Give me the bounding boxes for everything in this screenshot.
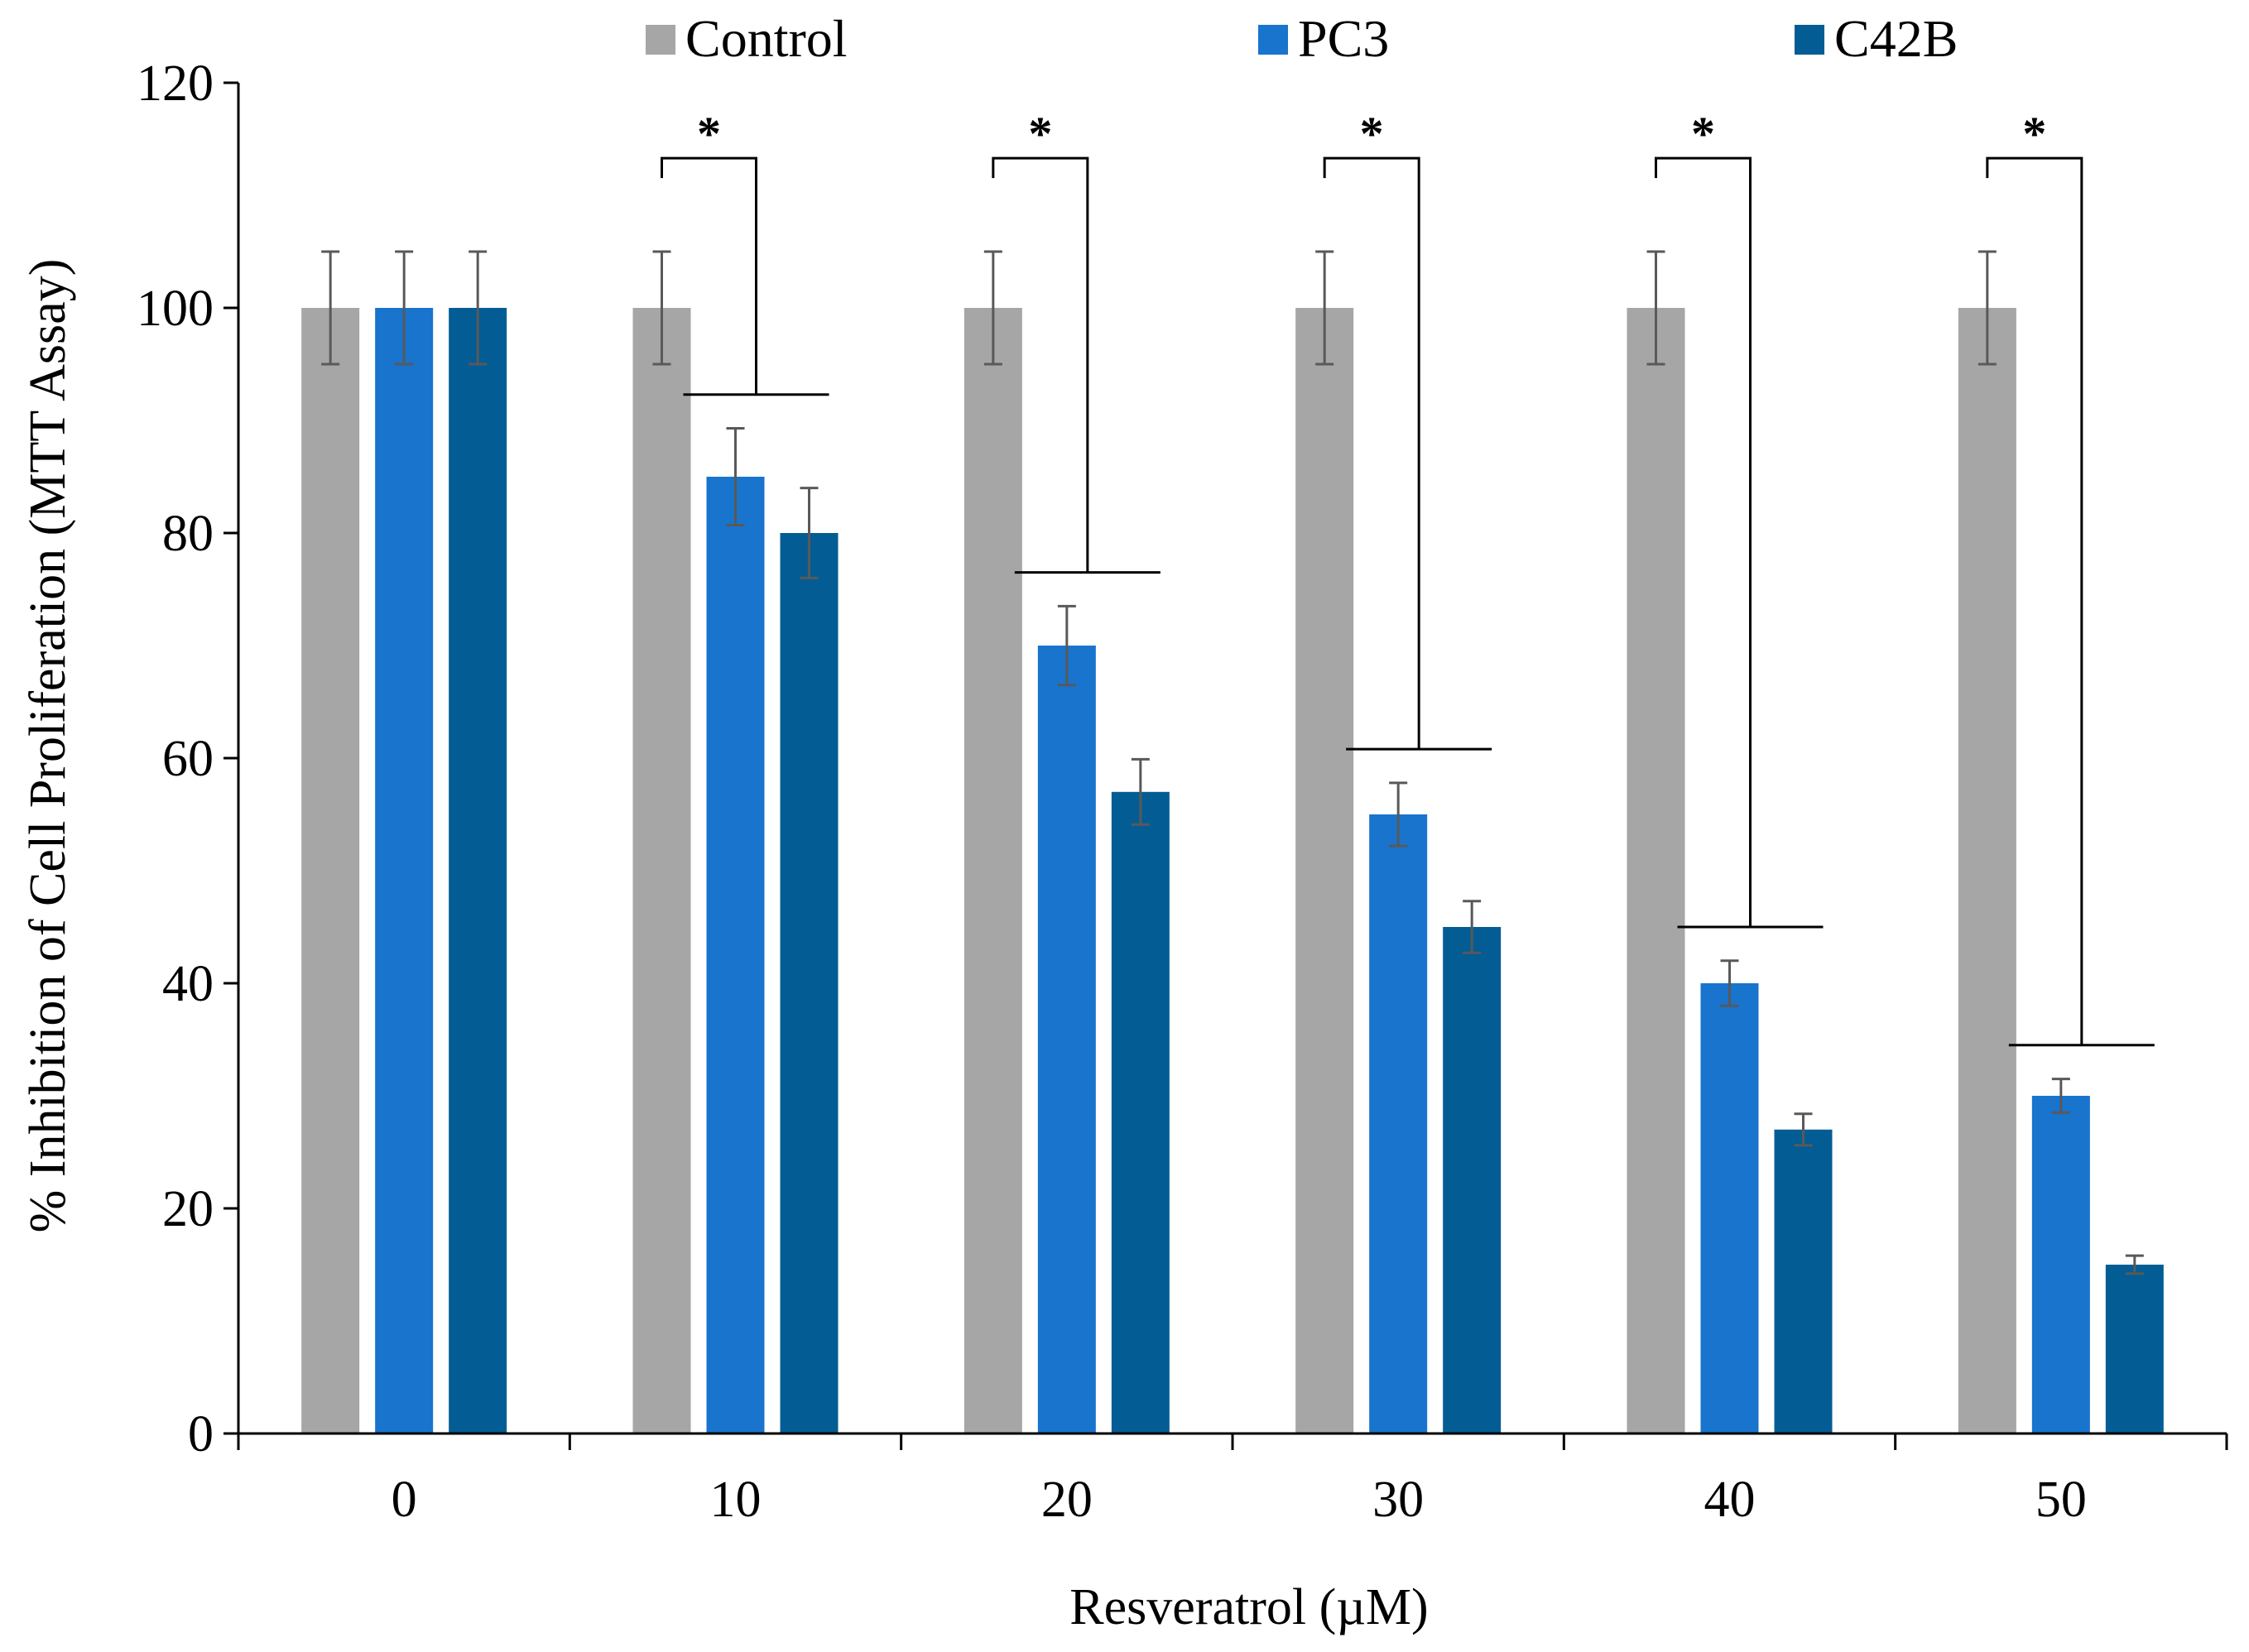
bars-layer [301,308,2164,1433]
y-tick-label-40: 40 [162,956,214,1012]
error-bar-pc3-30 [1389,781,1408,848]
significance-bracket-30: * [1323,107,1492,751]
x-tick-label-50: 50 [2035,1472,2087,1528]
y-tick-label-120: 120 [137,55,214,112]
significance-star-20: * [1028,107,1052,161]
error-bar-pc3-20 [1057,604,1076,687]
error-bar-control-30 [1315,250,1334,366]
bar-control-50 [1958,308,2016,1433]
error-bar-pc3-40 [1720,959,1739,1007]
bar-pc3-30 [1369,814,1428,1433]
legend-label-control: Control [685,9,848,68]
significance-star-10: * [697,107,721,161]
error-bar-control-20 [983,250,1002,366]
legend-swatch-pc3 [1258,25,1288,55]
y-axis-title: % Inhibition of Cell Proliferation (MTT … [20,259,76,1233]
significance-bracket-40: * [1655,107,1824,929]
axes-layer: 0 20 40 60 80 100 120 0 10 20 30 40 50 [137,55,2228,1528]
legend: Control PC3 C42B [646,9,1958,68]
bar-c42b-20 [1111,791,1170,1433]
error-bar-c42b-50 [2125,1254,2144,1275]
x-tick-label-10: 10 [710,1472,762,1528]
bar-control-30 [1295,308,1354,1433]
bar-pc3-20 [1037,646,1096,1433]
significance-star-50: * [2022,107,2046,161]
error-bar-pc3-50 [2051,1078,2070,1114]
error-bar-c42b-40 [1794,1112,1813,1147]
x-tick-label-30: 30 [1372,1472,1424,1528]
bar-pc3-0 [375,308,434,1433]
significance-bracket-10: * [661,107,829,396]
error-bar-c42b-10 [800,487,819,579]
y-tick-label-0: 0 [188,1406,214,1462]
y-tick-label-100: 100 [137,281,214,337]
legend-label-c42b: C42B [1834,9,1958,68]
y-tick-label-80: 80 [162,506,214,562]
bar-c42b-0 [449,308,507,1433]
error-bar-pc3-10 [726,427,745,526]
significance-bracket-20: * [992,107,1161,574]
bar-control-10 [632,308,691,1433]
error-bar-control-50 [1977,250,1997,366]
x-tick-label-40: 40 [1704,1472,1756,1528]
error-bar-c42b-0 [469,250,488,366]
significance-star-40: * [1691,107,1715,161]
significance-layer: * * * * * [661,107,2155,1047]
bar-c42b-40 [1774,1129,1833,1433]
bar-pc3-10 [706,477,765,1433]
legend-swatch-c42b [1795,25,1824,55]
bar-control-20 [964,308,1022,1433]
x-tick-label-0: 0 [392,1472,417,1528]
significance-star-30: * [1360,107,1384,161]
legend-swatch-control [646,25,675,55]
error-bars-layer [321,250,2144,1275]
bar-pc3-40 [1700,983,1759,1433]
error-bar-control-40 [1646,250,1665,366]
x-tick-label-20: 20 [1041,1472,1093,1528]
y-tick-label-20: 20 [162,1181,214,1237]
error-bar-pc3-0 [395,250,414,366]
error-bar-c42b-30 [1463,900,1482,954]
error-bar-c42b-20 [1131,757,1150,826]
bar-c42b-30 [1443,927,1502,1433]
bar-control-40 [1627,308,1685,1433]
bar-c42b-50 [2105,1265,2164,1433]
error-bar-control-10 [652,250,671,366]
bar-pc3-50 [2031,1096,2090,1433]
y-tick-label-60: 60 [162,731,214,787]
bar-c42b-10 [780,533,839,1433]
legend-label-pc3: PC3 [1298,9,1389,68]
significance-bracket-50: * [1986,107,2155,1047]
error-bar-control-0 [321,250,340,366]
x-axis-title: Resveratrol (µM) [1069,1579,1428,1635]
bar-control-0 [301,308,360,1433]
